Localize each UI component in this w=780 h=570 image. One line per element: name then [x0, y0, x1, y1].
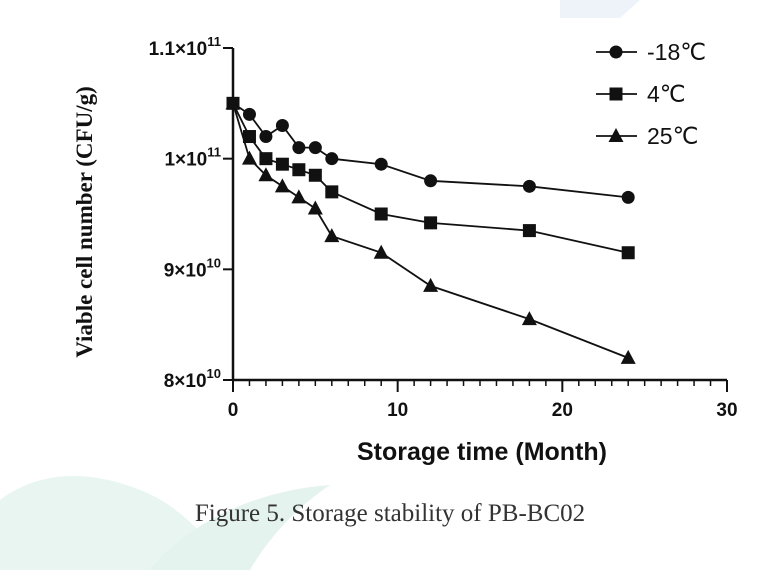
x-tick-label: 30: [716, 400, 737, 421]
y-tick-label: 8×1010: [164, 366, 221, 392]
data-point: [291, 189, 307, 204]
legend-label: 25℃: [647, 123, 698, 149]
data-point: [258, 167, 274, 182]
y-axis-title: Viable cell number (CFU/g): [72, 86, 97, 358]
series-circle: [226, 96, 635, 204]
data-point: [274, 178, 290, 193]
legend: -18℃ 4℃ 25℃: [596, 39, 706, 149]
data-point: [259, 130, 273, 144]
data-point: [242, 107, 256, 121]
legend-marker: [609, 87, 623, 101]
data-point: [621, 190, 635, 204]
y-tick-label: 1×1011: [164, 145, 221, 171]
legend-item: -18℃: [596, 39, 706, 65]
x-axis-title: Storage time (Month): [357, 438, 607, 466]
series-triangle: [225, 95, 636, 364]
data-point: [242, 130, 256, 144]
series-group: [225, 95, 636, 364]
legend-marker: [608, 128, 624, 142]
x-tick-label: 10: [387, 400, 408, 421]
data-point: [259, 152, 273, 166]
data-point: [292, 141, 306, 155]
legend-marker: [609, 45, 623, 59]
data-point: [424, 216, 438, 230]
axes: 0 10 20 30 8×1010 9×1010 1×1011 1.1×1011: [149, 34, 738, 421]
watermark-shape-right: [560, 0, 640, 18]
legend-label: 4℃: [647, 81, 686, 107]
data-point: [424, 174, 438, 188]
data-point: [521, 311, 537, 326]
watermark-shape-left: [0, 476, 230, 570]
data-point: [522, 179, 536, 193]
data-point: [308, 168, 322, 182]
data-point: [325, 185, 339, 199]
data-point: [423, 277, 439, 292]
y-tick-label: 1.1×1011: [149, 34, 221, 60]
data-point: [308, 141, 322, 155]
data-point: [522, 224, 536, 238]
legend-item: 4℃: [596, 81, 686, 107]
x-tick-label: 20: [552, 400, 573, 421]
data-point: [307, 200, 323, 215]
data-point: [292, 163, 306, 177]
data-point: [324, 228, 340, 243]
data-point: [373, 244, 389, 259]
data-point: [241, 150, 257, 165]
watermark-shape-center: [150, 485, 330, 570]
data-point: [325, 152, 339, 166]
data-point: [374, 207, 388, 221]
figure-caption: Figure 5. Storage stability of PB-BC02: [194, 500, 586, 527]
data-point: [374, 157, 388, 171]
y-tick-label: 9×1010: [164, 255, 221, 281]
x-tick-label: 0: [228, 400, 239, 421]
data-point: [275, 157, 289, 171]
series-line: [232, 103, 629, 359]
data-point: [225, 95, 241, 110]
legend-item: 25℃: [596, 123, 698, 149]
legend-label: -18℃: [647, 39, 706, 65]
data-point: [621, 246, 635, 260]
data-point: [620, 349, 636, 364]
data-point: [275, 118, 289, 132]
